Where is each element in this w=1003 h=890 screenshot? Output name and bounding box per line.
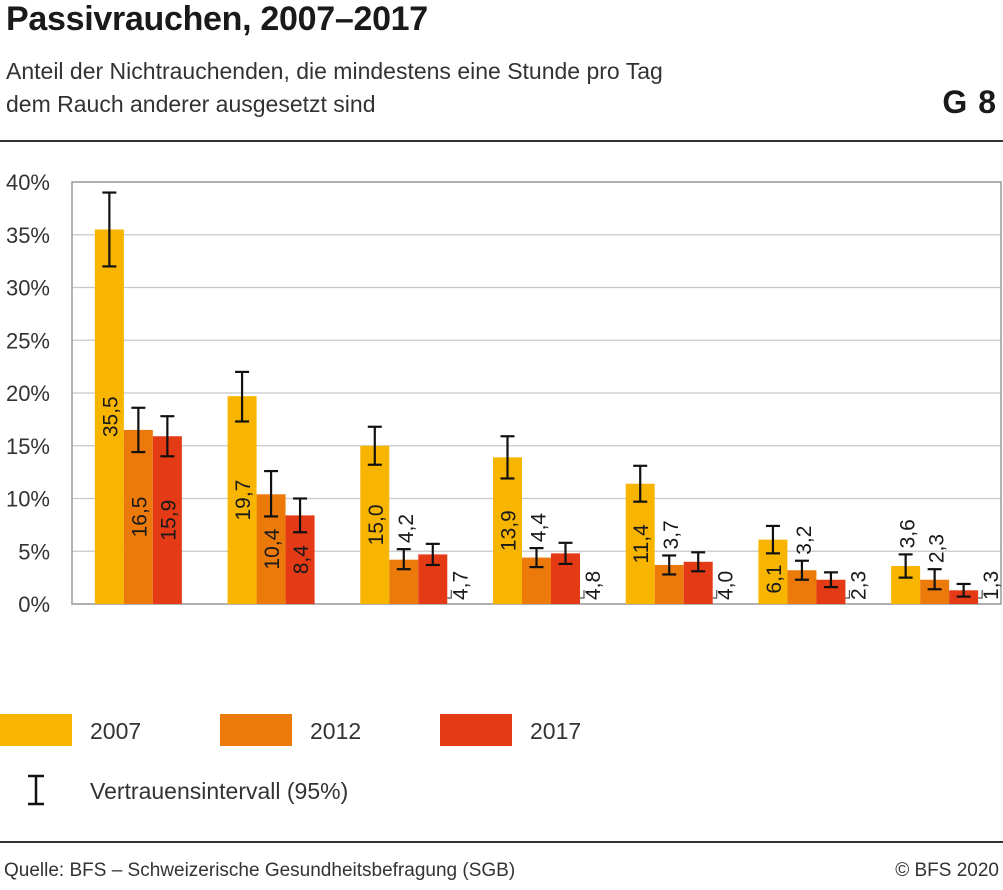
source-note: Quelle: BFS – Schweizerische Gesundheits… <box>4 860 516 881</box>
y-tick-label: 5% <box>18 539 50 564</box>
legend-swatch-2007 <box>0 714 72 746</box>
bottom-divider <box>0 841 1003 843</box>
confidence-interval-icon <box>28 774 44 806</box>
legend-swatch-2017 <box>440 714 512 746</box>
y-tick-label: 30% <box>6 276 50 301</box>
bar <box>94 229 124 604</box>
data-label: 19,7 <box>232 480 255 521</box>
data-label: 4,8 <box>582 571 605 600</box>
data-label: 4,2 <box>395 514 418 543</box>
data-label: 4,4 <box>528 513 551 543</box>
bar <box>227 396 257 604</box>
label-leader <box>712 590 718 599</box>
bar <box>493 457 522 604</box>
chart-subtitle-line-2: dem Rauch anderer ausgesetzt sind <box>6 91 376 117</box>
label-leader <box>447 590 452 599</box>
y-tick-label: 10% <box>6 487 50 512</box>
data-label: 3,6 <box>897 519 920 548</box>
data-label: 16,5 <box>128 497 151 538</box>
data-label: 8,4 <box>290 545 313 575</box>
copyright-note: © BFS 2020 <box>895 860 999 881</box>
y-tick-label: 20% <box>6 381 50 406</box>
legend-label-2017: 2017 <box>530 718 582 744</box>
top-divider <box>0 140 1003 142</box>
bar-chart: 0%5%10%15%20%25%30%35%40%35,516,515,915–… <box>6 170 1003 617</box>
data-label: 4,0 <box>715 571 738 600</box>
data-label: 11,4 <box>630 524 653 564</box>
y-tick-label: 40% <box>6 170 50 195</box>
data-label: 4,7 <box>449 571 472 600</box>
data-label: 3,2 <box>793 526 816 555</box>
bar <box>152 436 182 604</box>
y-tick-label: 25% <box>6 328 50 353</box>
legend-swatch-2012 <box>220 714 292 746</box>
data-label: 15,0 <box>365 504 388 545</box>
label-leader <box>845 590 851 599</box>
y-tick-label: 0% <box>18 592 50 617</box>
y-tick-label: 35% <box>6 223 50 248</box>
data-label: 1,3 <box>980 571 1003 600</box>
data-label: 15,9 <box>157 500 180 541</box>
confidence-interval-label: Vertrauensintervall (95%) <box>90 778 349 804</box>
label-leader <box>978 590 983 599</box>
data-label: 35,5 <box>99 396 122 437</box>
legend-label-2012: 2012 <box>310 718 362 744</box>
bar <box>625 483 655 604</box>
chart-title: Passivrauchen, 2007–2017 <box>6 0 428 38</box>
data-label: 2,3 <box>926 534 949 563</box>
y-tick-label: 15% <box>6 434 50 459</box>
data-label: 2,3 <box>847 571 870 600</box>
data-label: 10,4 <box>261 528 284 569</box>
label-leader <box>580 590 585 599</box>
chart-code: G 8 <box>942 84 997 120</box>
bar <box>360 445 390 604</box>
legend-label-2007: 2007 <box>90 718 142 744</box>
data-label: 3,7 <box>660 520 683 549</box>
data-label: 6,1 <box>763 564 786 593</box>
chart-subtitle-line-1: Anteil der Nichtrauchenden, die mindeste… <box>6 58 663 84</box>
bar <box>123 429 153 604</box>
data-label: 13,9 <box>498 510 521 551</box>
